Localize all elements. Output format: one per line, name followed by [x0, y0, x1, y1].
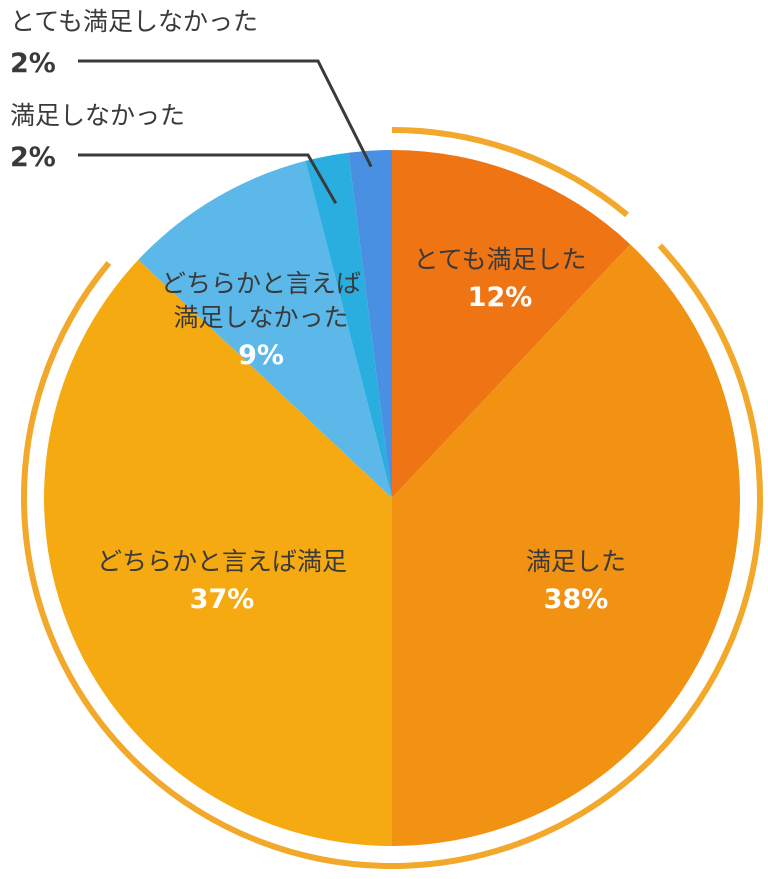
slice-2-name-label: 満足した [526, 547, 626, 576]
slice-3-name-label: どちらかと言えば満足 [97, 547, 347, 576]
bracket-arcs [21, 127, 763, 869]
slice-5 [305, 152, 392, 498]
slice-4-name-label: どちらかと言えば [161, 269, 361, 298]
slice-6 [348, 150, 392, 498]
slice-2 [392, 244, 740, 847]
slice-5-leader-line [78, 153, 338, 205]
slice-3 [43, 259, 392, 847]
callouts: 満足しなかった 2% とても満足しなかった 2% [10, 7, 373, 205]
slice-1 [392, 150, 631, 498]
slice-3-percent-label: 37% [190, 584, 255, 615]
slice-4-percent-label: 9% [238, 340, 284, 371]
slice-1-percent-label: 12% [468, 282, 533, 313]
slice-2-percent-label: 38% [544, 584, 609, 615]
slice-5-callout-percent: 2% [10, 142, 56, 173]
slice-6-callout-name: とても満足しなかった [10, 7, 258, 36]
bracket-arc-1 [391, 127, 629, 218]
slice-labels: とても満足した 12% 満足した 38% どちらかと言えば満足 37% どちらかと言えば満足… [97, 245, 626, 615]
slice-6-callout-percent: 2% [10, 48, 56, 79]
slice-6-leader-line [78, 59, 373, 168]
slice-4-name-label: 満足しなかった [173, 303, 348, 332]
slice-5-callout-name: 満足しなかった [10, 101, 185, 130]
pie-slices [43, 150, 740, 847]
slice-4 [138, 160, 392, 499]
bracket-arc-2 [21, 243, 763, 869]
slice-1-name-label: とても満足した [413, 245, 586, 274]
